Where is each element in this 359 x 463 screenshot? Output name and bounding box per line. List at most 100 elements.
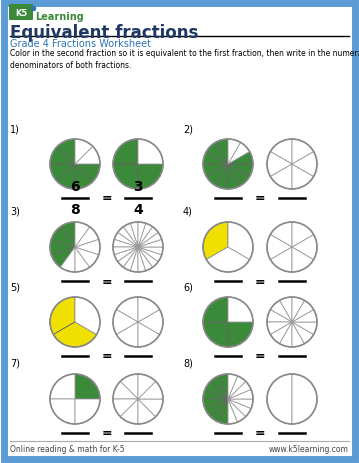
Wedge shape [114, 247, 138, 262]
Text: 5): 5) [10, 282, 20, 291]
Wedge shape [228, 165, 241, 189]
Wedge shape [292, 300, 314, 322]
Wedge shape [118, 227, 138, 247]
Wedge shape [138, 140, 163, 165]
Wedge shape [210, 376, 228, 399]
Wedge shape [75, 147, 100, 165]
Wedge shape [270, 140, 292, 165]
Wedge shape [60, 223, 75, 247]
Text: Equivalent fractions: Equivalent fractions [10, 24, 199, 42]
Wedge shape [292, 322, 317, 335]
Wedge shape [138, 240, 163, 247]
Wedge shape [51, 247, 75, 268]
Wedge shape [50, 165, 75, 182]
Wedge shape [53, 322, 97, 347]
Wedge shape [75, 227, 99, 247]
Wedge shape [270, 247, 292, 272]
Wedge shape [270, 165, 292, 189]
Wedge shape [267, 374, 292, 424]
Wedge shape [228, 223, 253, 260]
Wedge shape [50, 240, 75, 255]
Wedge shape [138, 247, 146, 272]
Wedge shape [138, 247, 158, 268]
Wedge shape [123, 224, 138, 247]
Wedge shape [292, 247, 314, 272]
Wedge shape [267, 235, 292, 260]
Wedge shape [138, 374, 156, 399]
Wedge shape [228, 165, 253, 177]
Wedge shape [228, 143, 250, 165]
Wedge shape [118, 247, 138, 268]
Wedge shape [292, 374, 317, 424]
Text: =: = [255, 350, 265, 363]
Wedge shape [270, 223, 292, 247]
Wedge shape [75, 247, 90, 272]
Wedge shape [116, 297, 138, 322]
Wedge shape [138, 224, 153, 247]
Text: 6: 6 [70, 180, 80, 194]
Wedge shape [138, 233, 162, 247]
Wedge shape [51, 227, 75, 247]
Wedge shape [292, 235, 317, 260]
Wedge shape [228, 374, 238, 399]
Wedge shape [138, 165, 163, 189]
Wedge shape [292, 165, 314, 189]
Wedge shape [270, 300, 292, 322]
Wedge shape [130, 247, 138, 272]
FancyBboxPatch shape [4, 4, 355, 459]
Wedge shape [138, 247, 153, 271]
Wedge shape [203, 297, 228, 322]
Wedge shape [138, 322, 160, 347]
Wedge shape [138, 247, 162, 262]
Wedge shape [280, 297, 292, 322]
Wedge shape [113, 399, 138, 417]
Text: Grade 4 Fractions Worksheet: Grade 4 Fractions Worksheet [10, 39, 151, 49]
Text: 7): 7) [10, 358, 20, 368]
Wedge shape [75, 297, 100, 335]
Wedge shape [228, 399, 251, 417]
Wedge shape [292, 140, 314, 165]
Wedge shape [292, 310, 317, 322]
Text: Color in the second fraction so it is equivalent to the first fraction, then wri: Color in the second fraction so it is eq… [10, 49, 359, 69]
Text: 4): 4) [183, 206, 193, 217]
Wedge shape [113, 240, 138, 247]
Wedge shape [218, 374, 228, 399]
Text: =: = [255, 192, 265, 205]
FancyBboxPatch shape [9, 5, 33, 21]
Wedge shape [203, 165, 228, 177]
Wedge shape [280, 322, 292, 347]
Wedge shape [130, 223, 138, 247]
Wedge shape [267, 322, 292, 335]
Wedge shape [138, 310, 163, 335]
Wedge shape [228, 140, 241, 165]
Wedge shape [228, 165, 250, 186]
Wedge shape [75, 223, 90, 247]
Wedge shape [50, 399, 75, 424]
Wedge shape [205, 399, 228, 417]
Wedge shape [113, 382, 138, 399]
Wedge shape [113, 140, 138, 165]
Wedge shape [203, 389, 228, 399]
Wedge shape [50, 297, 75, 335]
Text: =: = [101, 426, 112, 439]
Wedge shape [292, 297, 304, 322]
Wedge shape [267, 152, 292, 177]
Wedge shape [228, 376, 246, 399]
Wedge shape [138, 223, 146, 247]
Wedge shape [138, 399, 156, 424]
Wedge shape [203, 322, 228, 347]
Text: K5: K5 [15, 8, 27, 18]
Wedge shape [75, 140, 93, 165]
Wedge shape [138, 382, 163, 399]
Text: www.k5learning.com: www.k5learning.com [269, 444, 349, 453]
Wedge shape [228, 399, 238, 424]
Wedge shape [60, 247, 75, 272]
Text: Online reading & math for K-5: Online reading & math for K-5 [10, 444, 125, 453]
Wedge shape [138, 247, 163, 255]
Wedge shape [228, 399, 246, 422]
Wedge shape [270, 322, 292, 344]
Wedge shape [120, 399, 138, 424]
Wedge shape [120, 374, 138, 399]
Wedge shape [228, 152, 253, 165]
Wedge shape [138, 399, 163, 417]
